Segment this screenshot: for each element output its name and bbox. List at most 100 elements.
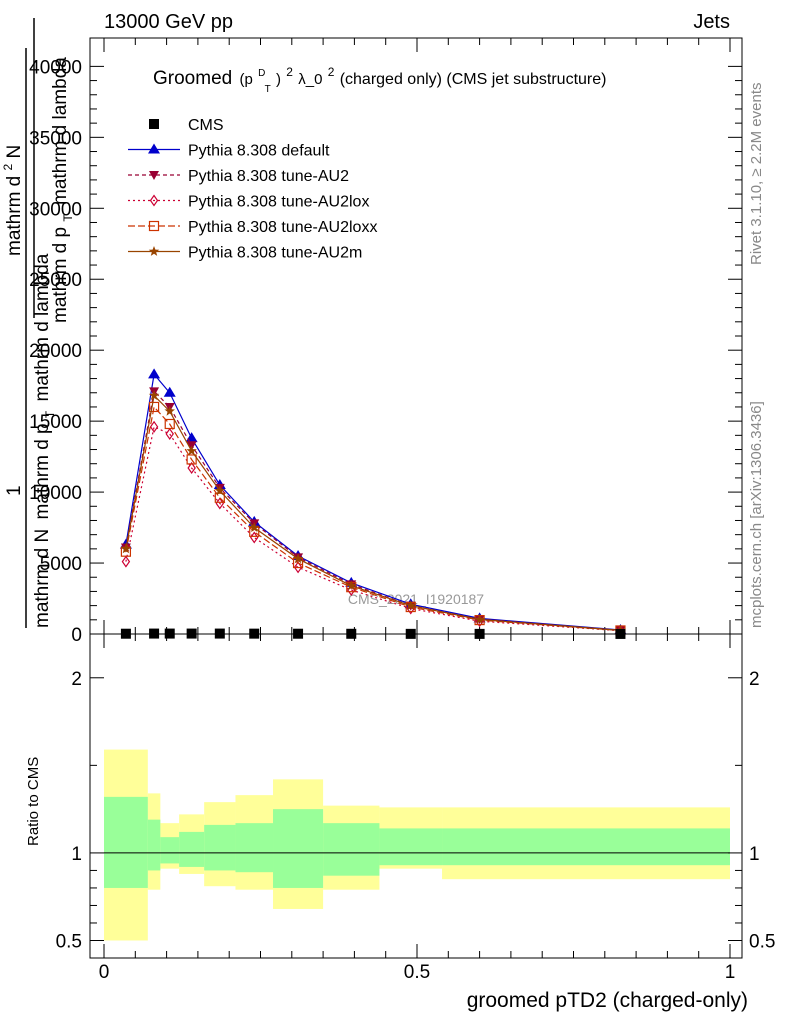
main-y-ticks: 0 5000 10000 15000 20000 25000 30000 35000 40000 xyxy=(29,57,742,646)
ratio-ytick-label-right: 2 xyxy=(749,669,760,690)
legend-entry: Pythia 8.308 tune-AU2m xyxy=(128,245,362,262)
series-line xyxy=(125,425,621,632)
ratio-band-green xyxy=(379,828,443,866)
data-point xyxy=(148,401,160,413)
main-ytick-label: 10000 xyxy=(29,483,82,504)
title-pre: Groomed xyxy=(153,68,232,89)
data-point xyxy=(163,386,176,397)
ratio-band-green xyxy=(204,824,236,871)
main-ytick-label: 35000 xyxy=(29,128,82,149)
data-point xyxy=(293,561,303,574)
data-point xyxy=(186,454,197,465)
ratio-xtick-label: 0.5 xyxy=(404,962,430,983)
legend-label: Pythia 8.308 tune-AU2 xyxy=(188,168,349,185)
data-point xyxy=(346,580,357,591)
data-point xyxy=(164,405,175,416)
ratio-bands xyxy=(104,749,730,941)
legend-marker xyxy=(149,171,159,180)
header-left: 13000 GeV pp xyxy=(104,11,233,33)
data-point xyxy=(292,553,304,564)
mcplots-label: mcplots.cern.ch [arXiv:1306.3436] xyxy=(748,401,765,628)
ylabel-num2: N xyxy=(4,145,25,159)
title-sub1: T xyxy=(265,84,271,95)
legend-marker xyxy=(148,143,160,154)
ratio-ytick-label: 2 xyxy=(71,669,82,690)
data-point xyxy=(249,522,260,532)
legend: CMS Pythia 8.308 default Pythia 8.308 tune… xyxy=(128,117,377,262)
main-ytick-label: 20000 xyxy=(29,341,82,362)
data-point xyxy=(405,600,416,611)
legend-marker xyxy=(149,119,159,129)
title-sup3: 2 xyxy=(328,65,335,79)
ratio-band-green xyxy=(147,819,161,871)
ratio-xtick-label: 1 xyxy=(725,962,736,983)
ylabel-den4a: mathrm d p xyxy=(50,227,71,323)
title-post: (charged only) (CMS jet substructure) xyxy=(340,71,607,88)
data-point xyxy=(164,418,175,430)
rivet-label: Rivet 3.1.10, ≥ 2.2M events xyxy=(748,83,765,266)
main-ytick-label: 40000 xyxy=(29,57,82,78)
ratio-ytick-label-right: 0.5 xyxy=(749,931,775,952)
legend-label: Pythia 8.308 default xyxy=(188,143,330,160)
ratio-band-green xyxy=(179,831,205,867)
legend-entry: Pythia 8.308 tune-AU2loxx xyxy=(128,219,377,236)
ratio-xtick-label: 0 xyxy=(99,962,110,983)
ylabel-num-sup: 2 xyxy=(1,163,15,170)
ylabel-den4: mathrm d p T mathrm d lambda xyxy=(50,57,77,323)
data-point xyxy=(148,368,161,379)
legend-marker xyxy=(148,246,160,256)
title-lambda: λ_0 xyxy=(298,71,322,88)
ylabel-den2: mathrm d p xyxy=(32,423,53,519)
ratio-band-green xyxy=(104,796,148,888)
ratio-x-ticks: 0 0.5 1 xyxy=(99,634,736,983)
data-point xyxy=(187,461,196,475)
title-p: (p xyxy=(239,71,252,88)
ratio-y-label: Ratio to CMS xyxy=(25,757,42,846)
data-point xyxy=(185,432,198,443)
x-axis-label: groomed pTD2 (charged-only) xyxy=(467,989,748,1012)
ylabel-den: mathrm d N mathrm d p T mathrm d lambda xyxy=(32,253,59,628)
header-right: Jets xyxy=(693,11,730,33)
legend-entry: Pythia 8.308 default xyxy=(128,143,330,160)
legend-label: Pythia 8.308 tune-AU2lox xyxy=(188,194,369,211)
series-line xyxy=(125,405,621,632)
ylabel-den2-sub: T xyxy=(43,410,57,418)
chart-title: Groomed (p D T ) 2 λ_0 2 (charged only) … xyxy=(153,60,606,97)
main-ytick-label: 0 xyxy=(71,625,82,646)
legend-marker xyxy=(149,194,159,207)
ratio-ytick-label: 1 xyxy=(71,844,82,865)
legend-label: CMS xyxy=(188,117,224,134)
main-ytick-label: 25000 xyxy=(29,270,82,291)
legend-entry: Pythia 8.308 tune-AU2 xyxy=(128,168,349,185)
ratio-band-green xyxy=(442,828,730,866)
ratio-band-green xyxy=(235,823,274,873)
main-ytick-label: 30000 xyxy=(29,199,82,220)
series-layer xyxy=(119,368,627,639)
ylabel-den1: mathrm d N xyxy=(32,529,53,628)
ratio-ytick-label-right: 1 xyxy=(749,844,760,865)
data-point xyxy=(186,445,197,456)
ratio-panel-frame xyxy=(89,633,743,959)
legend-label: Pythia 8.308 tune-AU2m xyxy=(188,245,362,262)
main-x-ticks xyxy=(103,38,731,634)
ylabel-den3: mathrm d lambda xyxy=(32,253,53,401)
ratio-band-green xyxy=(273,809,324,888)
ratio-ytick-label: 0.5 xyxy=(56,931,82,952)
ylabel-one: 1 xyxy=(4,485,25,496)
main-y-label: mathrm d N mathrm d p T mathrm d lambda … xyxy=(4,48,59,628)
ratio-y-ticks: 0.5 0.5 1 1 2 2 xyxy=(56,669,776,953)
main-ytick-label: 15000 xyxy=(29,412,82,433)
data-point xyxy=(149,420,159,433)
legend-marker xyxy=(148,220,160,232)
title-close: ) xyxy=(276,71,281,88)
data-point xyxy=(474,614,485,624)
data-point xyxy=(120,543,132,554)
data-point xyxy=(165,427,174,440)
data-point xyxy=(148,390,160,400)
title-sup1: D xyxy=(258,68,265,79)
title-sup2: 2 xyxy=(286,65,293,79)
data-point xyxy=(214,492,225,503)
ylabel-num: mathrm d 2 N xyxy=(0,145,25,256)
analysis-watermark: CMS_2021_I1920187 xyxy=(348,591,484,607)
